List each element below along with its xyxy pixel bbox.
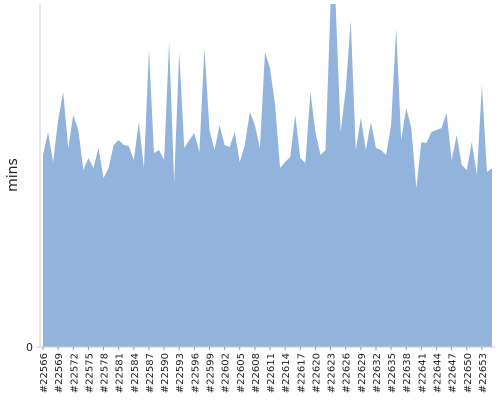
area	[43, 4, 492, 347]
x-tick-label: #22623	[327, 353, 338, 393]
x-tick-label: #22569	[54, 353, 65, 393]
x-tick-label: #22608	[251, 353, 262, 393]
y-axis-label: mins	[5, 158, 21, 192]
x-tick-label: #22572	[69, 353, 80, 393]
x-tick-label: #22605	[236, 353, 247, 393]
x-tick-label: #22647	[448, 353, 459, 393]
x-tick-label: #22641	[417, 353, 428, 393]
x-tick-label: #22599	[205, 353, 216, 393]
x-tick-label: #22638	[402, 353, 413, 393]
x-tick-label: #22593	[175, 353, 186, 393]
x-tick-label: #22611	[266, 353, 277, 393]
x-tick-label: #22584	[130, 353, 141, 393]
x-tick-label: #22614	[281, 353, 292, 393]
x-tick-label: #22575	[84, 353, 95, 393]
x-tick-label: #22587	[145, 353, 156, 393]
x-tick-label: #22635	[387, 353, 398, 393]
y-tick-label: 0	[26, 341, 33, 354]
x-tick-label: #22620	[311, 353, 322, 393]
x-tick-label: #22578	[100, 353, 111, 393]
x-tick-label: #22602	[221, 353, 232, 393]
x-tick-label: #22629	[357, 353, 368, 393]
x-tick-label: #22566	[39, 353, 50, 393]
x-tick-label: #22617	[296, 353, 307, 393]
x-tick-label: #22626	[342, 353, 353, 393]
x-tick-label: #22632	[372, 353, 383, 393]
x-tick-label: #22590	[160, 353, 171, 393]
x-tick-label: #22596	[190, 353, 201, 393]
x-tick-label: #22644	[433, 353, 444, 393]
x-tick-label: #22650	[463, 353, 474, 393]
x-tick-label: #22581	[115, 353, 126, 393]
x-tick-label: #22653	[478, 353, 489, 393]
